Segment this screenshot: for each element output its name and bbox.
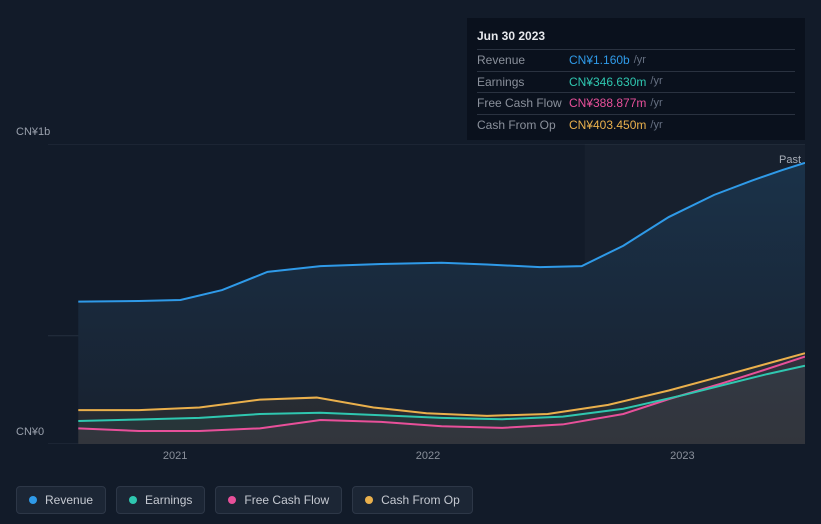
tooltip-row-label: Revenue — [477, 52, 569, 69]
legend-item-revenue[interactable]: Revenue — [16, 486, 106, 514]
tooltip-row-unit: /yr — [634, 53, 646, 68]
past-label: Past — [779, 154, 801, 166]
legend-label: Revenue — [45, 493, 93, 507]
chart-area[interactable]: CN¥1b CN¥0 Past 202120222023 — [16, 118, 805, 458]
tooltip-row-value: CN¥1.160b — [569, 52, 630, 69]
tooltip-row: Free Cash FlowCN¥388.877m/yr — [477, 93, 795, 115]
legend: Revenue Earnings Free Cash Flow Cash From O… — [16, 486, 473, 514]
tooltip-row: RevenueCN¥1.160b/yr — [477, 50, 795, 72]
tooltip-row-unit: /yr — [650, 74, 662, 89]
legend-dot — [29, 496, 37, 504]
tooltip-row-value: CN¥388.877m — [569, 95, 646, 112]
x-axis-tick: 2022 — [416, 450, 440, 462]
legend-label: Earnings — [145, 493, 192, 507]
legend-dot — [228, 496, 236, 504]
legend-item-earnings[interactable]: Earnings — [116, 486, 205, 514]
tooltip-row-value: CN¥346.630m — [569, 74, 646, 91]
legend-item-free_cash_flow[interactable]: Free Cash Flow — [215, 486, 342, 514]
tooltip-row-unit: /yr — [650, 96, 662, 111]
legend-dot — [129, 496, 137, 504]
chart-svg — [48, 144, 805, 444]
x-axis-tick: 2021 — [163, 450, 187, 462]
plot[interactable] — [48, 144, 805, 444]
legend-dot — [365, 496, 373, 504]
y-axis-bottom-label: CN¥0 — [16, 426, 44, 438]
y-axis-top-label: CN¥1b — [16, 126, 50, 138]
tooltip-row-label: Free Cash Flow — [477, 95, 569, 112]
legend-item-cash_from_op[interactable]: Cash From Op — [352, 486, 473, 514]
tooltip-row: EarningsCN¥346.630m/yr — [477, 72, 795, 94]
x-axis-tick: 2023 — [670, 450, 694, 462]
tooltip-date: Jun 30 2023 — [477, 26, 795, 50]
legend-label: Free Cash Flow — [244, 493, 329, 507]
legend-label: Cash From Op — [381, 493, 460, 507]
tooltip-row-label: Earnings — [477, 74, 569, 91]
